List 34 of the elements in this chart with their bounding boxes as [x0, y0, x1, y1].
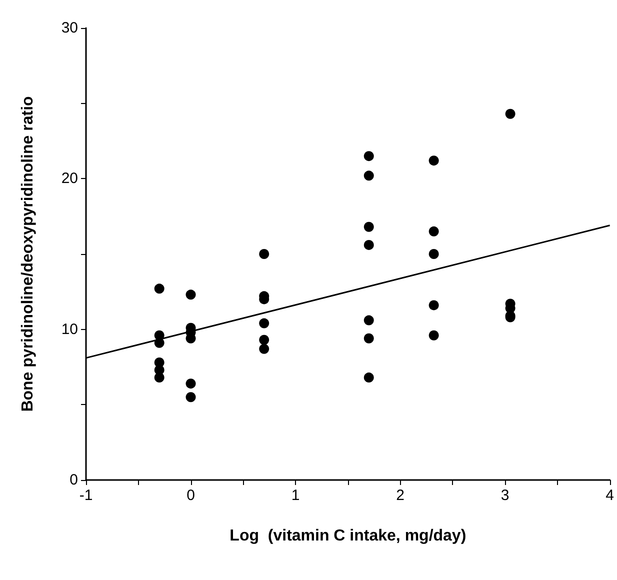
- point: [364, 151, 374, 162]
- x-tick-label: 0: [186, 487, 195, 504]
- point: [259, 318, 270, 328]
- point: [364, 170, 374, 181]
- point: [364, 240, 374, 250]
- x-tick-label: 1: [291, 487, 300, 504]
- point: [364, 315, 374, 326]
- point: [364, 333, 374, 344]
- point: [186, 290, 196, 300]
- point: [259, 334, 270, 345]
- y-tick-label: 30: [61, 20, 78, 36]
- point: [154, 372, 164, 383]
- point: [364, 372, 374, 383]
- point: [186, 392, 196, 402]
- x-axis-title: Log (vitamin C intake, mg/day): [230, 528, 466, 544]
- point: [428, 156, 439, 166]
- x-tick-label: -1: [79, 487, 93, 504]
- point: [259, 249, 270, 259]
- y-tick-label: 0: [70, 472, 78, 488]
- point: [428, 330, 439, 340]
- point: [428, 300, 439, 310]
- y-axis-title: Bone pyridinoline/deoxypyridinoline ratio: [20, 96, 36, 412]
- point: [428, 226, 439, 236]
- point: [364, 222, 374, 232]
- point: [154, 284, 164, 294]
- x-tick-label: 4: [606, 487, 614, 504]
- point: [428, 249, 439, 259]
- point: [505, 108, 516, 119]
- point: [259, 344, 270, 354]
- x-tick-label: 3: [500, 487, 510, 504]
- y-tick-label: 20: [61, 170, 78, 188]
- point: [186, 378, 196, 389]
- y-tick-label: 10: [61, 320, 78, 338]
- x-tick-label: 2: [396, 487, 404, 504]
